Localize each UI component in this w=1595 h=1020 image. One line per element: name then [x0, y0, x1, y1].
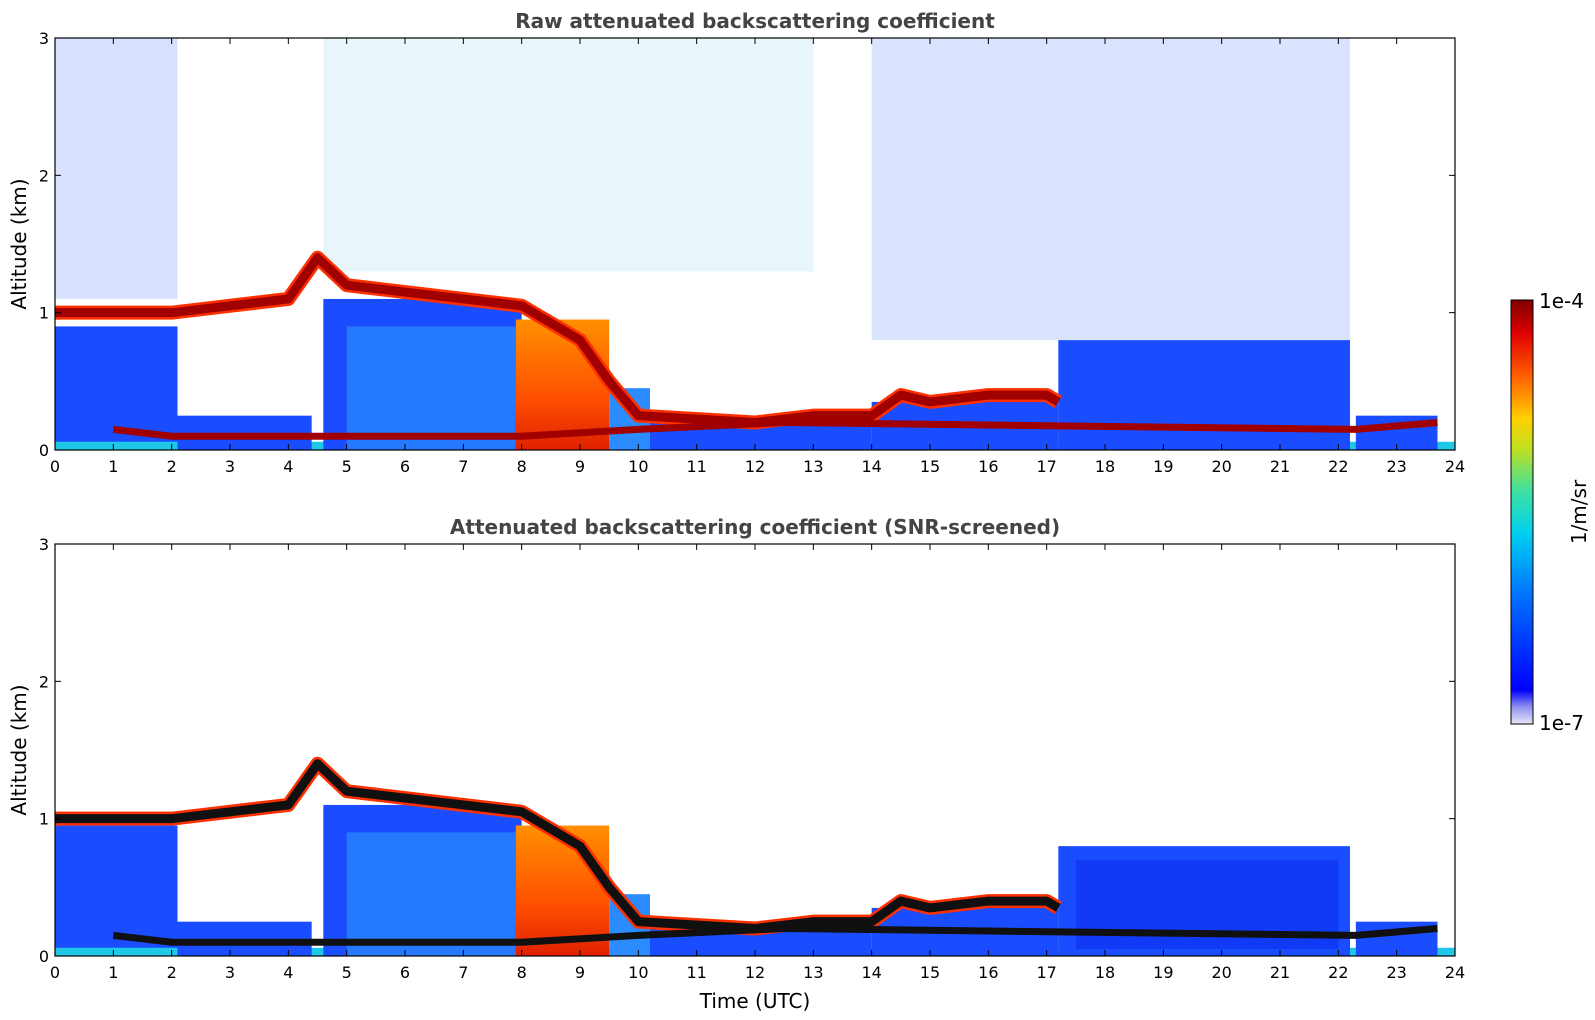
x-tick-label: 20 [1211, 457, 1231, 476]
x-tick-label: 16 [978, 457, 998, 476]
panel-screened: Attenuated backscattering coefficient (S… [7, 515, 1465, 1013]
colorbar-gradient [1510, 299, 1534, 725]
x-tick-label: 23 [1386, 963, 1406, 982]
x-tick-label: 9 [575, 457, 585, 476]
y-tick-label: 1 [39, 810, 49, 829]
y-axis-label: Altitude (km) [7, 178, 31, 309]
x-tick-label: 0 [50, 457, 60, 476]
x-tick-label: 4 [283, 457, 293, 476]
x-tick-label: 12 [745, 963, 765, 982]
x-tick-label: 3 [225, 457, 235, 476]
x-tick-label: 24 [1445, 963, 1465, 982]
aerosol-region [346, 326, 516, 450]
x-tick-label: 21 [1270, 457, 1290, 476]
heatmap-raw [55, 38, 1455, 450]
noise-region [871, 38, 1350, 341]
x-tick-label: 7 [458, 963, 468, 982]
x-tick-label: 6 [400, 457, 410, 476]
x-tick-label: 24 [1445, 457, 1465, 476]
colorbar-unit-label: 1/m/sr [1567, 479, 1591, 544]
x-tick-label: 5 [342, 963, 352, 982]
y-tick-label: 3 [39, 535, 49, 554]
x-tick-label: 20 [1211, 963, 1231, 982]
x-tick-label: 10 [628, 457, 648, 476]
y-tick-label: 0 [39, 947, 49, 966]
noise-region [55, 38, 178, 299]
x-tick-label: 0 [50, 963, 60, 982]
clear-gap [177, 825, 312, 922]
x-tick-label: 4 [283, 963, 293, 982]
y-tick-label: 2 [39, 672, 49, 691]
x-tick-label: 19 [1153, 457, 1173, 476]
x-tick-label: 10 [628, 963, 648, 982]
x-tick-label: 22 [1328, 963, 1348, 982]
colorbar-max-label: 1e-4 [1539, 289, 1584, 313]
x-tick-label: 16 [978, 963, 998, 982]
x-tick-label: 13 [803, 963, 823, 982]
x-tick-label: 21 [1270, 963, 1290, 982]
x-tick-label: 15 [920, 963, 940, 982]
x-tick-label: 11 [686, 963, 706, 982]
x-tick-label: 18 [1095, 963, 1115, 982]
x-tick-label: 9 [575, 963, 585, 982]
x-tick-label: 12 [745, 457, 765, 476]
x-tick-label: 19 [1153, 963, 1173, 982]
panel-raw-title: Raw attenuated backscattering coefficien… [515, 9, 995, 33]
low-cloud-layer [112, 925, 1438, 946]
x-tick-label: 18 [1095, 457, 1115, 476]
x-tick-label: 6 [400, 963, 410, 982]
colorbar: 1e-4 1e-7 1/m/sr [1510, 289, 1591, 735]
y-tick-label: 0 [39, 441, 49, 460]
x-tick-label: 11 [686, 457, 706, 476]
x-tick-label: 17 [1036, 963, 1056, 982]
cloud-layer [55, 759, 1061, 934]
x-tick-label: 15 [920, 457, 940, 476]
panel-raw: Raw attenuated backscattering coefficien… [7, 9, 1465, 476]
precipitation-streaks [515, 825, 610, 956]
x-tick-label: 23 [1386, 457, 1406, 476]
y-axis-label: Altitude (km) [7, 684, 31, 815]
colorbar-min-label: 1e-7 [1539, 711, 1584, 735]
x-tick-label: 8 [517, 963, 527, 982]
x-tick-label: 22 [1328, 457, 1348, 476]
aerosol-region [1058, 340, 1350, 450]
x-tick-label: 13 [803, 457, 823, 476]
x-tick-label: 8 [517, 457, 527, 476]
cloud-layer [55, 253, 1061, 428]
x-tick-label: 2 [167, 963, 177, 982]
x-tick-label: 1 [108, 457, 118, 476]
panel-screened-title: Attenuated backscattering coefficient (S… [450, 515, 1060, 539]
x-tick-label: 7 [458, 457, 468, 476]
aerosol-region [346, 832, 516, 956]
precipitation-streaks [515, 319, 610, 450]
heatmap-screened [55, 756, 1455, 956]
x-tick-label: 17 [1036, 457, 1056, 476]
y-tick-label: 1 [39, 304, 49, 323]
x-tick-label: 14 [861, 963, 881, 982]
low-cloud-layer [112, 419, 1438, 440]
x-tick-label: 1 [108, 963, 118, 982]
noise-region [323, 38, 814, 272]
x-tick-label: 3 [225, 963, 235, 982]
y-tick-label: 3 [39, 29, 49, 48]
x-tick-label: 2 [167, 457, 177, 476]
x-tick-label: 5 [342, 457, 352, 476]
x-tick-label: 14 [861, 457, 881, 476]
clear-gap [177, 319, 312, 416]
x-axis-label: Time (UTC) [699, 989, 811, 1013]
y-tick-label: 2 [39, 166, 49, 185]
